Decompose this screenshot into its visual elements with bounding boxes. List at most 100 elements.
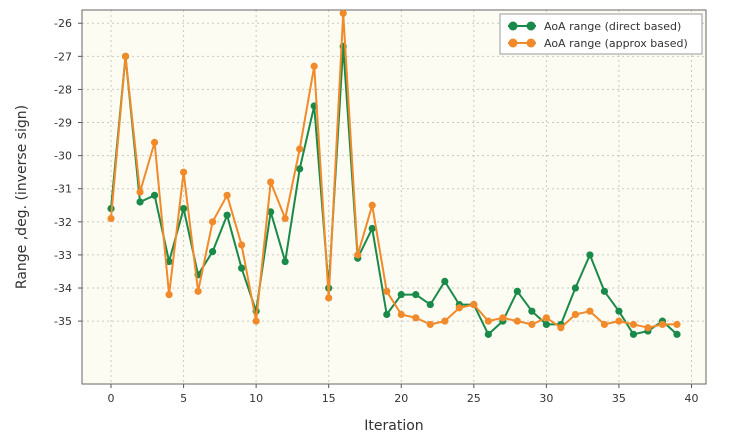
data-point xyxy=(310,62,318,70)
data-point xyxy=(296,145,304,153)
legend: AoA range (direct based) AoA range (appro… xyxy=(499,13,703,55)
data-point xyxy=(441,277,449,285)
data-point xyxy=(513,287,521,295)
data-point xyxy=(107,214,115,223)
data-point xyxy=(121,52,130,60)
data-point xyxy=(223,211,231,219)
data-point xyxy=(252,317,260,325)
data-point xyxy=(296,165,304,173)
legend-box xyxy=(499,13,703,55)
y-tick-label: -31 xyxy=(54,183,72,196)
data-point xyxy=(179,168,188,176)
series-layer xyxy=(107,9,681,338)
x-tick-label: 15 xyxy=(322,392,336,405)
y-tick-label: -27 xyxy=(54,50,72,63)
legend-marker xyxy=(508,38,518,48)
y-axis-label: Range ,deg. (inverse sign) xyxy=(14,105,30,289)
legend-item: AoA range (approx based) xyxy=(508,37,688,50)
data-point xyxy=(644,324,652,332)
data-point xyxy=(179,204,188,213)
data-point xyxy=(412,291,420,299)
data-point xyxy=(194,287,202,295)
data-point xyxy=(325,294,333,302)
data-point xyxy=(339,9,347,17)
data-point xyxy=(600,320,609,329)
data-point xyxy=(150,138,159,146)
data-point xyxy=(426,300,434,309)
legend-marker xyxy=(526,38,536,48)
legend-item: AoA range (direct based) xyxy=(508,20,681,33)
data-point xyxy=(484,330,492,338)
data-point xyxy=(383,310,391,319)
plot-frame xyxy=(81,9,707,385)
data-point xyxy=(499,314,507,322)
axes: 0 5 10 15 20 25 30 35 40 -26 -27 -28 -29 -30 -31 -32 -33… xyxy=(54,9,707,405)
legend-label: AoA range (approx based) xyxy=(544,37,688,50)
data-point xyxy=(281,257,289,266)
y-tick-label: -34 xyxy=(54,282,72,295)
data-point xyxy=(136,188,144,196)
plot-area xyxy=(82,10,706,384)
data-point xyxy=(600,287,609,295)
data-point xyxy=(150,191,159,199)
data-point xyxy=(209,248,217,256)
data-point xyxy=(165,291,173,299)
data-point xyxy=(484,317,492,325)
y-tick-label: -29 xyxy=(54,117,72,130)
data-point xyxy=(571,310,579,319)
data-point xyxy=(397,310,405,319)
data-point xyxy=(368,224,376,233)
x-tick-label: 10 xyxy=(249,392,263,405)
x-tick-label: 30 xyxy=(539,392,553,405)
data-point xyxy=(455,304,463,312)
data-point xyxy=(615,307,623,315)
data-point xyxy=(629,320,638,329)
data-point xyxy=(223,191,231,199)
x-tick-label: 35 xyxy=(612,392,626,405)
y-tick-label: -26 xyxy=(54,17,72,30)
legend-marker xyxy=(508,21,518,31)
data-point xyxy=(136,198,144,206)
data-point xyxy=(673,330,681,338)
data-point xyxy=(571,284,579,292)
y-tick-label: -35 xyxy=(54,315,72,328)
data-point xyxy=(267,178,275,186)
y-tick-label: -30 xyxy=(54,150,72,163)
data-point xyxy=(586,307,594,315)
data-point xyxy=(354,251,362,259)
data-point xyxy=(629,330,638,338)
legend-marker xyxy=(526,21,536,31)
x-tick-label: 5 xyxy=(180,392,187,405)
data-point xyxy=(528,307,536,315)
y-tick-label: -28 xyxy=(54,83,72,96)
data-point xyxy=(586,251,594,259)
data-point xyxy=(426,320,434,329)
data-point xyxy=(383,287,391,295)
data-point xyxy=(368,201,376,209)
data-point xyxy=(165,257,173,266)
y-tick-label: -33 xyxy=(54,249,72,262)
legend-label: AoA range (direct based) xyxy=(544,20,681,33)
data-point xyxy=(397,291,405,299)
data-point xyxy=(615,317,623,325)
x-tick-label: 40 xyxy=(684,392,698,405)
data-point xyxy=(209,218,217,226)
data-point xyxy=(673,320,681,329)
y-tick-label: -32 xyxy=(54,216,72,229)
data-point xyxy=(658,320,667,329)
x-tick-label: 20 xyxy=(394,392,408,405)
data-point xyxy=(542,320,550,329)
x-tick-label: 25 xyxy=(467,392,481,405)
x-axis-label: Iteration xyxy=(364,418,423,434)
data-point xyxy=(528,320,536,329)
x-tick-label: 0 xyxy=(108,392,115,405)
data-point xyxy=(238,241,246,249)
data-point xyxy=(281,214,289,223)
data-point xyxy=(238,264,246,272)
data-point xyxy=(441,317,449,325)
data-point xyxy=(267,208,275,216)
data-point xyxy=(557,324,565,332)
series-line xyxy=(110,12,677,329)
